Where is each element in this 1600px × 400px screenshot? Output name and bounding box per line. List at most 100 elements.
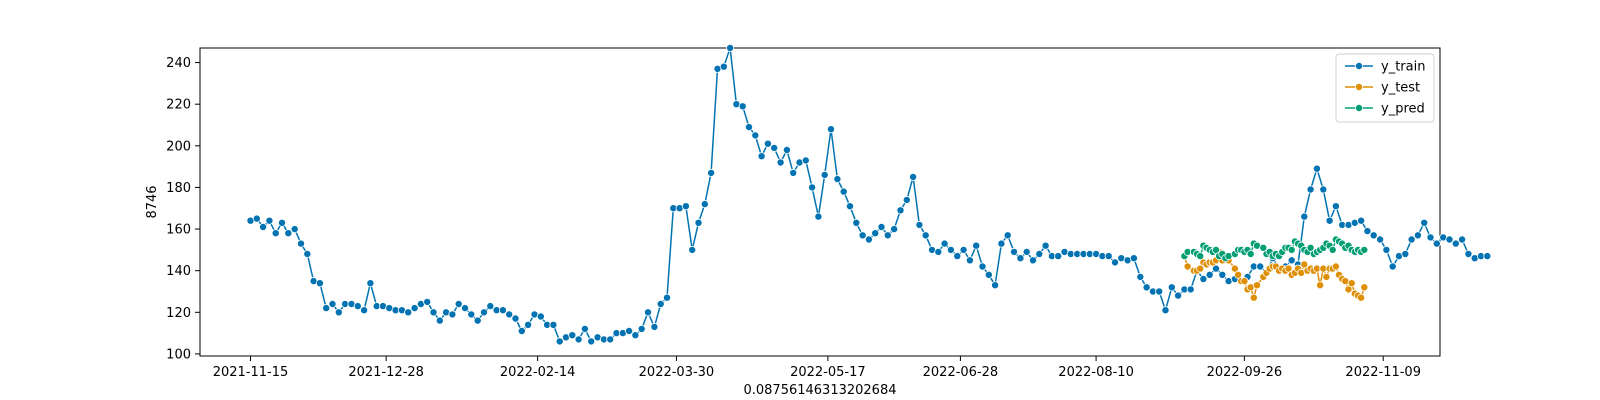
data-point xyxy=(972,241,981,250)
data-point xyxy=(1111,258,1120,267)
data-point xyxy=(921,231,930,240)
data-point xyxy=(1287,256,1296,265)
data-point xyxy=(284,229,293,238)
series-layer xyxy=(246,44,1492,346)
data-point xyxy=(1253,281,1262,290)
data-point xyxy=(997,239,1006,248)
data-point xyxy=(536,312,545,321)
x-tick-label: 2022-05-17 xyxy=(790,365,866,380)
data-point xyxy=(574,335,583,344)
data-point xyxy=(1186,285,1195,294)
x-tick-label: 2022-03-30 xyxy=(639,365,715,380)
data-point xyxy=(1451,239,1460,248)
data-point xyxy=(366,279,375,288)
data-point xyxy=(1161,306,1170,315)
x-tick-label: 2021-12-28 xyxy=(348,365,424,380)
data-point xyxy=(1016,254,1025,263)
data-point xyxy=(801,156,810,165)
data-point xyxy=(946,245,955,254)
data-point xyxy=(1464,249,1473,258)
data-point xyxy=(1249,293,1258,302)
data-point xyxy=(429,308,438,317)
data-point xyxy=(1196,264,1205,273)
legend-marker xyxy=(1355,83,1364,92)
y-axis-label: 8746 xyxy=(145,185,160,218)
x-axis-label: 0.08756146313202684 xyxy=(743,383,896,398)
data-point xyxy=(1212,245,1221,254)
data-point xyxy=(694,218,703,227)
data-point xyxy=(726,44,735,53)
data-point xyxy=(1029,256,1038,265)
data-point xyxy=(808,183,817,192)
x-axis-ticks: 2021-11-15 2021-12-28 2022-02-14 2022-03-30… xyxy=(213,356,1421,380)
data-point xyxy=(1287,245,1296,254)
y-tick-label: 160 xyxy=(166,223,191,238)
data-point xyxy=(890,225,899,234)
data-point xyxy=(479,308,488,317)
data-point xyxy=(1413,231,1422,240)
data-point xyxy=(871,229,880,238)
data-point xyxy=(606,335,615,344)
data-point xyxy=(1300,212,1309,221)
data-point xyxy=(580,324,589,333)
data-point xyxy=(1325,216,1334,225)
data-point xyxy=(833,175,842,184)
data-point xyxy=(259,222,268,231)
data-point xyxy=(517,326,526,335)
data-point xyxy=(827,125,836,134)
data-point xyxy=(1284,264,1293,273)
data-point xyxy=(978,262,987,271)
data-point xyxy=(1407,235,1416,244)
data-point xyxy=(410,304,419,313)
data-point xyxy=(896,206,905,215)
data-point xyxy=(757,152,766,161)
data-point xyxy=(650,322,659,331)
data-point xyxy=(505,310,514,319)
data-point xyxy=(789,168,798,177)
data-point xyxy=(1022,247,1031,256)
data-point xyxy=(1167,283,1176,292)
data-point xyxy=(1316,281,1325,290)
data-point xyxy=(568,331,577,340)
data-point xyxy=(587,337,596,346)
data-point xyxy=(915,220,924,229)
data-point xyxy=(404,308,413,317)
data-point xyxy=(1300,260,1309,269)
data-point xyxy=(1388,262,1397,271)
y-tick-label: 180 xyxy=(166,181,191,196)
data-point xyxy=(1363,227,1372,236)
data-point xyxy=(1142,283,1151,292)
data-point xyxy=(1218,270,1227,279)
data-point xyxy=(315,279,324,288)
data-point xyxy=(454,299,463,308)
data-point xyxy=(296,239,305,248)
data-point xyxy=(782,145,791,154)
data-point xyxy=(1331,202,1340,211)
data-point xyxy=(644,308,653,317)
data-point xyxy=(555,337,564,346)
data-point xyxy=(883,231,892,240)
data-point xyxy=(322,304,331,313)
data-point xyxy=(707,168,716,177)
data-point xyxy=(1347,279,1356,288)
data-point xyxy=(637,324,646,333)
data-point xyxy=(1196,252,1205,261)
data-point xyxy=(460,304,469,313)
y-tick-label: 200 xyxy=(166,139,191,154)
data-point xyxy=(1344,285,1353,294)
data-point xyxy=(751,131,760,140)
data-point xyxy=(448,310,457,319)
data-point xyxy=(820,170,829,179)
data-point xyxy=(1183,262,1192,271)
data-point xyxy=(1035,249,1044,258)
data-point xyxy=(277,218,286,227)
data-point xyxy=(1319,185,1328,194)
data-point xyxy=(909,172,918,181)
data-point xyxy=(1246,249,1255,258)
data-point xyxy=(360,306,369,315)
y-tick-label: 240 xyxy=(166,56,191,71)
legend-marker xyxy=(1355,104,1364,113)
data-point xyxy=(681,202,690,211)
data-point xyxy=(1483,252,1492,261)
